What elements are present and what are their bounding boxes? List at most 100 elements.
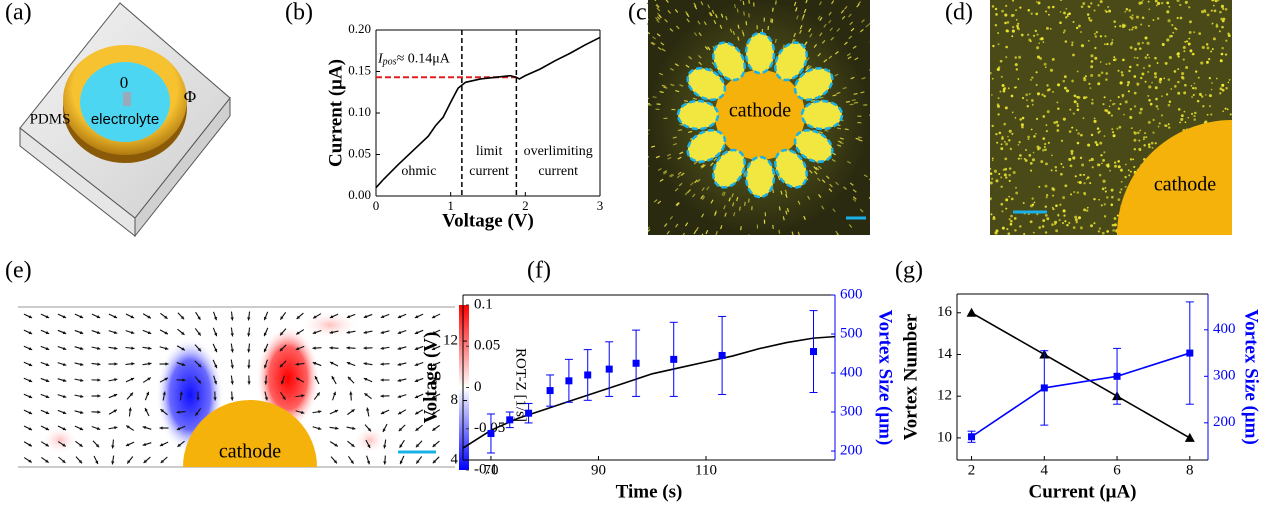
particle	[648, 226, 650, 230]
particle	[1164, 61, 1168, 65]
particle	[628, 33, 631, 35]
particle	[999, 90, 1002, 93]
particle	[735, 258, 736, 262]
particle	[1222, 110, 1225, 113]
particle	[1117, 198, 1121, 202]
particle	[1045, 10, 1048, 13]
particle	[1140, 23, 1143, 26]
arrow-head	[230, 317, 234, 321]
particle	[1221, 25, 1224, 29]
arrow-head	[62, 394, 67, 399]
particle	[845, 100, 851, 103]
particle	[817, 52, 822, 57]
particle	[1120, 180, 1123, 183]
particle	[1154, 142, 1157, 145]
arrow-head	[96, 330, 101, 335]
particle	[1044, 231, 1048, 234]
particle	[709, 67, 714, 72]
panel-label: (g)	[895, 258, 923, 284]
particle	[1029, 40, 1032, 43]
particle	[996, 103, 1000, 106]
particle	[648, 156, 650, 158]
y-tick-label: 14	[937, 346, 953, 362]
particle	[1136, 84, 1139, 87]
particle	[1138, 111, 1142, 115]
particle	[1124, 163, 1127, 166]
particle	[701, 233, 704, 235]
particle	[1177, 108, 1181, 111]
particle	[1094, 33, 1096, 35]
particle	[1093, 117, 1096, 120]
particle	[1073, 94, 1077, 98]
particle	[1008, 167, 1012, 170]
particle	[642, 225, 645, 228]
particle	[1004, 141, 1006, 143]
particle	[1147, 70, 1150, 73]
x-axis-title: Time (s)	[616, 481, 683, 502]
arrow-head	[62, 443, 66, 447]
particle	[791, 38, 795, 44]
particle	[990, 71, 992, 75]
particle	[887, 212, 890, 214]
particle	[1168, 55, 1172, 60]
particle	[816, 177, 821, 182]
particle	[1045, 124, 1048, 127]
particle	[823, 23, 827, 28]
particle	[1070, 149, 1074, 153]
arrow-head	[97, 394, 101, 398]
particle	[1004, 167, 1008, 171]
particle	[623, 166, 627, 167]
particle	[1053, 220, 1058, 224]
particle	[1001, 137, 1004, 140]
particle	[648, 31, 651, 35]
particle	[1136, 131, 1140, 135]
arrow-head	[213, 332, 218, 337]
particle	[995, 179, 999, 183]
particle	[1073, 100, 1077, 104]
particle	[1148, 8, 1151, 11]
arrow-head	[79, 315, 84, 319]
particle	[1144, 36, 1148, 40]
particle	[1225, 39, 1228, 42]
arrow-head	[399, 460, 403, 465]
particle	[1051, 57, 1055, 61]
particle	[1110, 203, 1114, 207]
particle	[1051, 223, 1054, 226]
vortex	[712, 41, 746, 82]
particle	[1044, 205, 1047, 208]
particle	[710, 199, 714, 204]
particle	[804, 41, 808, 46]
arrow-head	[62, 346, 67, 351]
particle	[1030, 12, 1033, 15]
particle	[1014, 86, 1017, 89]
x-tick-label: 1	[447, 198, 454, 213]
marker	[1113, 372, 1121, 380]
particle	[627, 85, 631, 86]
particle	[1191, 96, 1193, 98]
particle	[992, 215, 996, 219]
particle	[743, 172, 746, 177]
arrow-head	[62, 459, 66, 463]
particle	[723, 205, 726, 210]
arrow-head	[414, 378, 419, 383]
arrow-head	[97, 362, 101, 366]
particle	[1091, 166, 1094, 169]
particle	[1221, 88, 1225, 92]
particle	[1211, 82, 1213, 84]
particle	[1051, 154, 1053, 157]
particle	[878, 35, 881, 37]
particle	[825, 175, 830, 180]
particle	[1125, 7, 1129, 11]
particle	[709, 12, 713, 17]
arrow-head	[312, 330, 317, 335]
arrow-head	[180, 315, 185, 320]
particle	[1156, 62, 1159, 64]
particle	[704, 46, 709, 51]
arrow-head	[213, 316, 218, 321]
particle	[1104, 190, 1107, 193]
particle	[1129, 65, 1132, 69]
arrow-head	[78, 459, 83, 464]
particle	[1027, 138, 1030, 140]
particle	[1170, 88, 1173, 90]
